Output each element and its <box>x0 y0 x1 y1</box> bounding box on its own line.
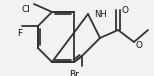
Text: Br: Br <box>69 70 79 76</box>
Text: F: F <box>17 29 22 39</box>
Text: NH: NH <box>94 10 107 19</box>
Text: Cl: Cl <box>21 5 30 14</box>
Text: O: O <box>122 6 129 15</box>
Text: O: O <box>136 41 143 49</box>
